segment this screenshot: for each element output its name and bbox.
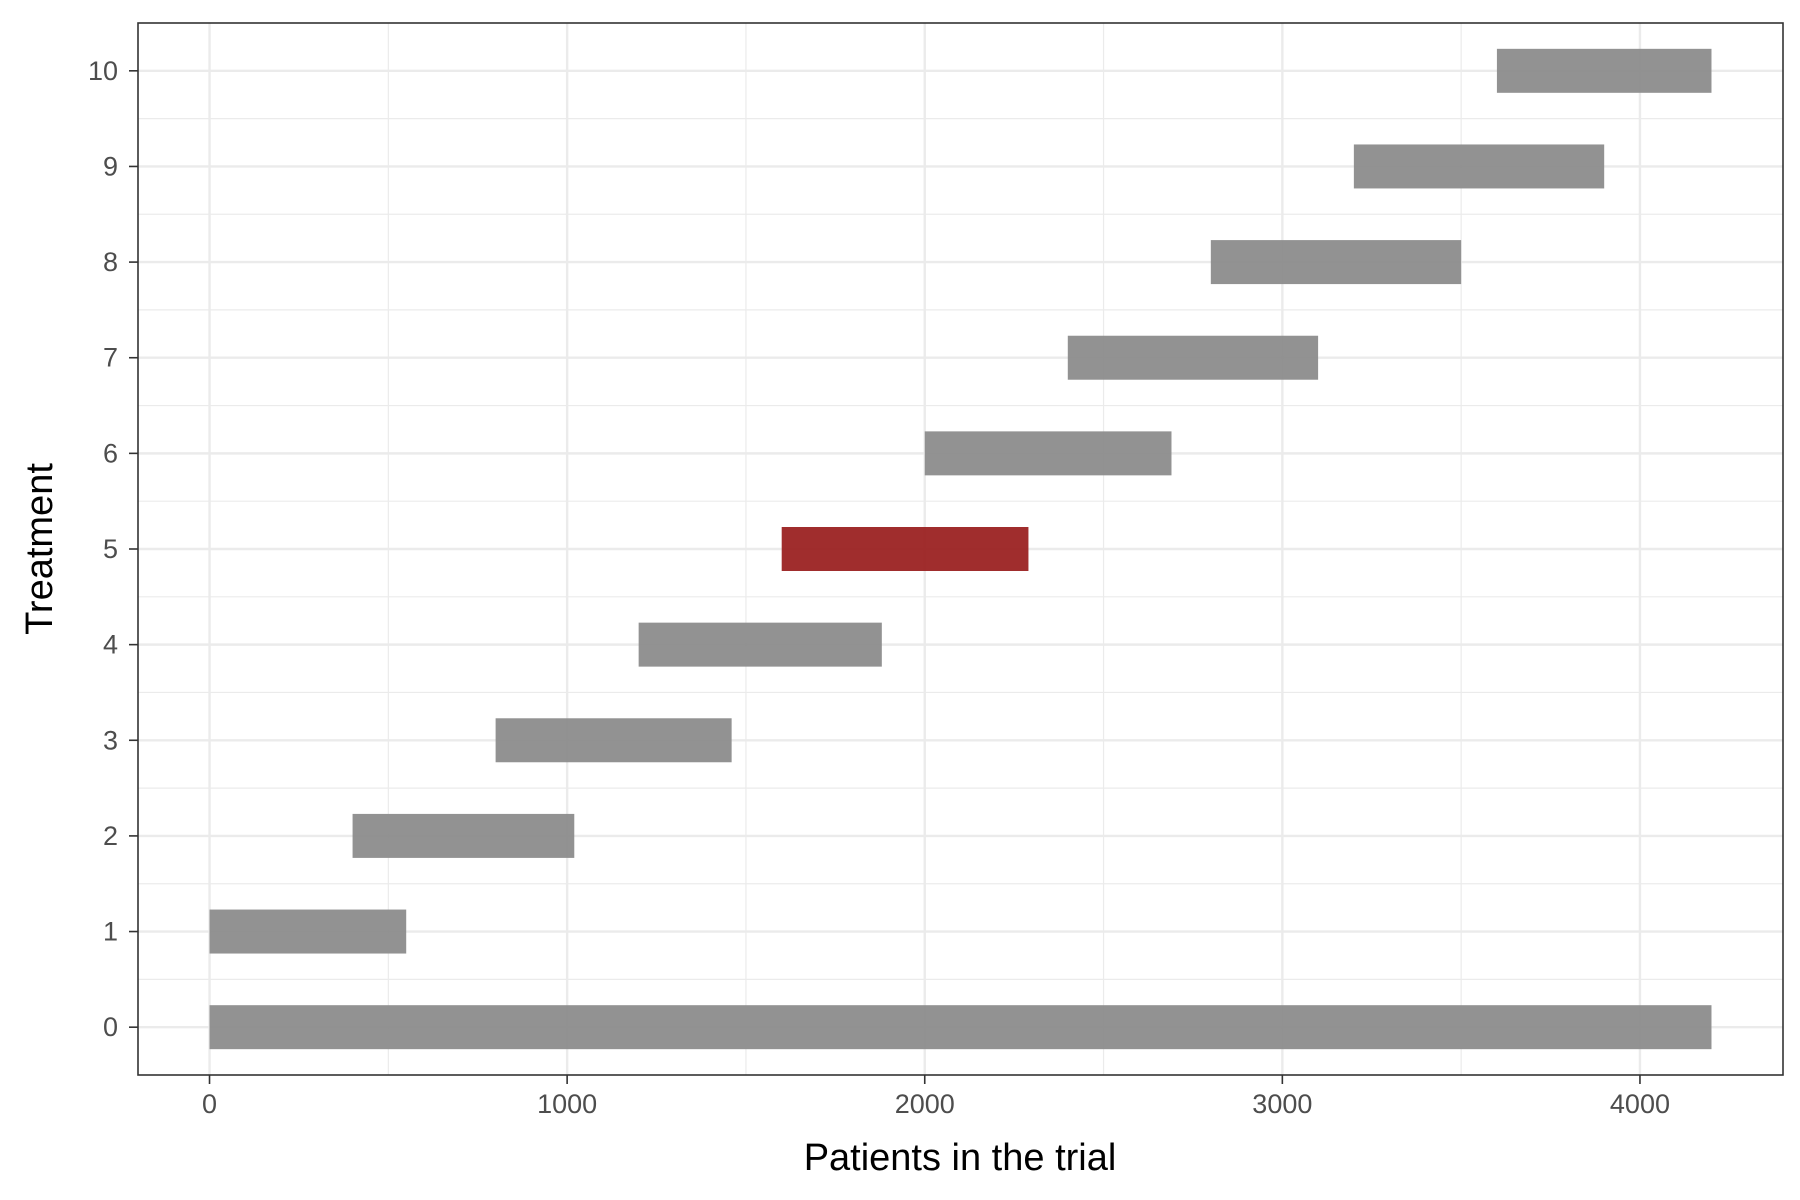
bar-treatment-2 <box>352 813 575 858</box>
x-tick-label: 1000 <box>537 1089 597 1119</box>
y-tick-label: 3 <box>103 725 118 755</box>
x-tick-label: 3000 <box>1252 1089 1312 1119</box>
y-tick-label: 5 <box>103 534 118 564</box>
y-tick-label: 10 <box>88 56 118 86</box>
y-axis: 0 1 2 3 4 5 6 7 8 9 10 <box>88 56 138 1042</box>
y-tick-label: 7 <box>103 343 118 373</box>
bar-treatment-10 <box>1496 48 1712 93</box>
y-tick-label: 1 <box>103 917 118 947</box>
minor-gridlines <box>138 23 1783 1075</box>
y-tick-label: 0 <box>103 1012 118 1042</box>
bar-treatment-1 <box>209 909 407 954</box>
y-tick-label: 4 <box>103 630 118 660</box>
y-tick-label: 2 <box>103 821 118 851</box>
bar-treatment-0 <box>209 1005 1712 1050</box>
y-tick-label: 8 <box>103 247 118 277</box>
x-axis-title: Patients in the trial <box>804 1137 1117 1179</box>
x-tick-label: 0 <box>202 1089 217 1119</box>
y-tick-label: 6 <box>103 438 118 468</box>
bar-highlighted-treatment-5 <box>781 527 1029 571</box>
bar-treatment-4 <box>638 622 882 667</box>
bar-treatment-6 <box>924 431 1172 476</box>
bar-treatment-8 <box>1210 240 1462 285</box>
x-axis: 0 1000 2000 3000 4000 <box>202 1075 1670 1119</box>
x-tick-label: 2000 <box>895 1089 955 1119</box>
bars <box>209 48 1712 1050</box>
y-tick-label: 9 <box>103 151 118 181</box>
y-axis-title: Treatment <box>19 463 61 635</box>
bar-treatment-7 <box>1067 335 1319 380</box>
bar-treatment-9 <box>1353 144 1605 189</box>
x-tick-label: 4000 <box>1610 1089 1670 1119</box>
bar-treatment-3 <box>495 718 732 763</box>
